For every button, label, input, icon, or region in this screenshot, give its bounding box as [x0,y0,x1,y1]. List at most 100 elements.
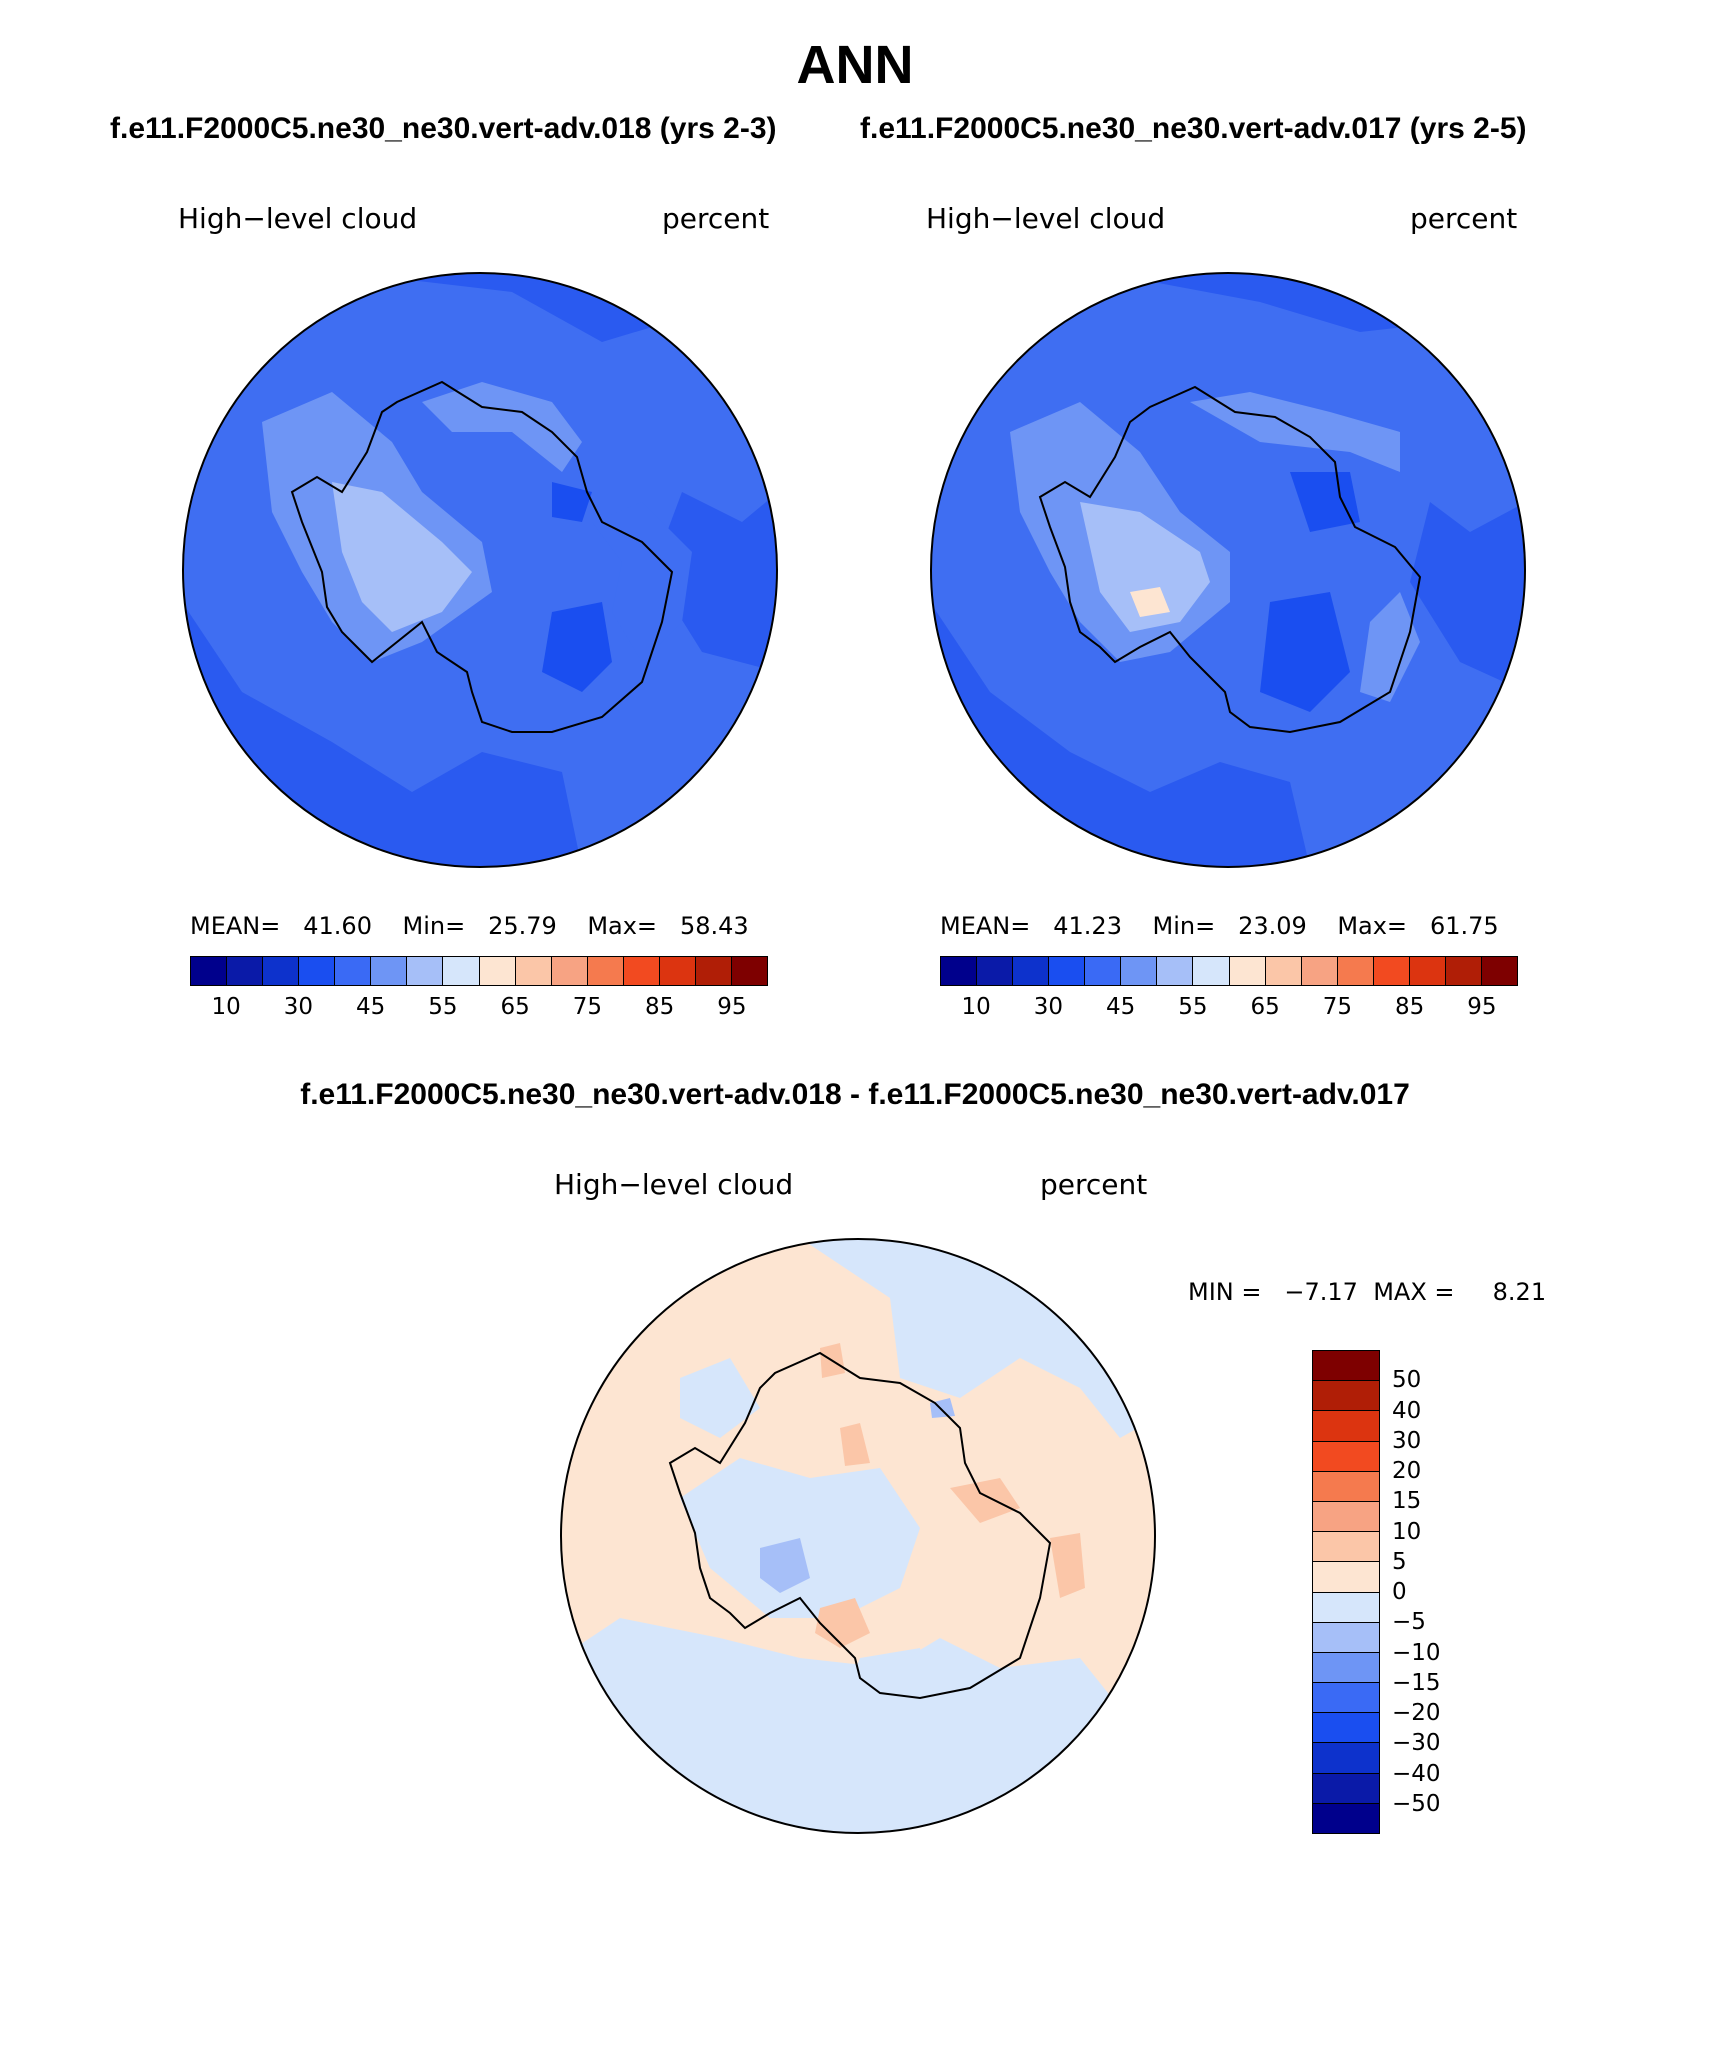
diff-contour-minus5-1 [760,1538,810,1593]
panel2-colorbar-swatch [1157,957,1194,985]
panel1-min-label: Min= [402,912,466,940]
panel2-colorbar-tick-label: 30 [1033,994,1064,1020]
diff-colorbar-swatch [1313,1683,1379,1714]
panel1-variable-label: High−level cloud [178,202,418,235]
panel2-colorbar-swatch [1121,957,1158,985]
diff-max-value: 8.21 [1492,1278,1547,1306]
panel1-colorbar-tick-label: 65 [500,994,530,1020]
panel1-colorbar-swatch [443,957,480,985]
diff-colorbar-tick-label: 40 [1392,1397,1422,1424]
diff-colorbar-tick-label: −5 [1392,1609,1426,1636]
panel2-mean-label: MEAN= [940,912,1031,940]
panel1-colorbar-swatch [227,957,264,985]
diff-contour-plus5-5 [840,1423,870,1466]
diff-stats: MIN = −7.17 MAX = 8.21 [1188,1278,1546,1306]
panel2-colorbar-swatch [1193,957,1230,985]
panel2-colorbar-swatch [1337,957,1374,985]
diff-colorbar-swatch [1313,1622,1379,1653]
panel1-colorbar-tick-label: 55 [428,994,458,1020]
panel1-contour-top [422,382,582,472]
diff-min-label: MIN = [1188,1278,1262,1306]
diff-colorbar-tick-label: 10 [1392,1518,1422,1545]
panel2-colorbar-swatch [1481,957,1517,985]
panel2-colorbar-tick-label: 65 [1250,994,1280,1020]
panel1-contour-light [332,482,472,632]
diff-colorbar-tick-label: −15 [1392,1669,1441,1696]
panel2-colorbar-tick-label: 45 [1105,994,1136,1020]
panel2-mean-value: 41.23 [1053,912,1122,940]
panel2-min-value: 23.09 [1238,912,1307,940]
diff-contour-plus5-2 [950,1478,1020,1523]
panel2-colorbar-swatch [1013,957,1050,985]
diff-colorbar-tick-label: −30 [1392,1730,1441,1757]
panel2-max-label: Max= [1337,912,1408,940]
panel2-antarctica-coastline [1038,385,1422,734]
panel2-colorbar [940,956,1518,986]
panel1-colorbar-tick-label: 95 [717,994,747,1020]
panel2-colorbar-swatch [1265,957,1302,985]
subtitle-left: f.e11.F2000C5.ne30_ne30.vert-adv.018 (yr… [110,112,777,145]
panel1-colorbar-swatch [587,957,624,985]
diff-antarctica-coastline [668,1351,1052,1700]
diff-contour-cool-south [561,1618,1155,1833]
diff-colorbar-swatch [1313,1351,1379,1382]
panel1-antarctica-coastline [290,380,674,733]
diff-map [560,1238,1156,1834]
diff-colorbar-swatch [1313,1592,1379,1623]
diff-colorbar-swatch [1313,1562,1379,1593]
panel1-max-label: Max= [587,912,658,940]
panel1-colorbar-tick-label: 30 [283,994,314,1020]
diff-colorbar-swatch [1313,1743,1379,1774]
diff-colorbar-tick-label: 50 [1392,1367,1422,1394]
panel2-min-label: Min= [1152,912,1216,940]
panel1-colorbar-swatch [695,957,732,985]
diff-colorbar-tick-label: 0 [1392,1579,1407,1605]
diff-colorbar-tick-label: −10 [1392,1639,1441,1666]
panel1-colorbar-swatch [407,957,444,985]
panel1-map-border [182,272,778,868]
panel2-colorbar-tick-label: 75 [1322,994,1353,1020]
panel2-max-value: 61.75 [1429,912,1499,940]
panel1-colorbar-tick-label: 75 [572,994,603,1020]
diff-variable-label: High−level cloud [554,1168,794,1201]
panel2-contour-warm [1130,587,1170,617]
diff-contour-cool-west [680,1358,760,1438]
panel1-colorbar-tick-label: 85 [644,994,675,1020]
diff-colorbar-tick-label: 5 [1392,1548,1407,1575]
diff-colorbar-tick-label: 20 [1392,1458,1422,1484]
panel1-colorbar-swatch [335,957,372,985]
panel1-colorbar-swatch [551,957,588,985]
panel1-max-value: 58.43 [679,912,749,940]
panel1-contour-right [592,502,692,662]
panel1-colorbar-swatch [731,957,767,985]
panel1-colorbar-swatch [623,957,660,985]
panel2-contour-dark1 [1260,592,1350,712]
panel2-colorbar-tick-label: 55 [1178,994,1208,1020]
panel2-colorbar-swatch [1085,957,1122,985]
panel2-colorbar-swatch [1301,957,1338,985]
panel2-colorbar-swatch [1445,957,1482,985]
panel1-colorbar-swatch [263,957,300,985]
panel1-mean-value: 41.60 [303,912,372,940]
diff-colorbar-swatch [1313,1532,1379,1563]
diff-colorbar-tick-label: −50 [1392,1790,1441,1817]
diff-colorbar-swatch [1313,1713,1379,1744]
panel1-units-label: percent [662,202,770,235]
diff-contour-plus5-1 [815,1598,870,1648]
panel1-colorbar-swatch [659,957,696,985]
panel1-colorbar-swatch [299,957,336,985]
panel2-colorbar-swatch [977,957,1014,985]
panel2-colorbar-tick-label: 10 [961,994,991,1020]
panel1-map [182,272,778,868]
panel2-variable-label: High−level cloud [926,202,1166,235]
panel1-contour-dark2 [552,482,592,522]
panel2-colorbar-tick-label: 95 [1467,994,1497,1020]
diff-contour-plus5-3 [1050,1533,1085,1598]
panel2-map [930,272,1526,868]
panel1-colorbar-swatch [515,957,552,985]
panel1-mean-label: MEAN= [190,912,281,940]
diff-units-label: percent [1040,1168,1148,1201]
diff-colorbar-tick-label: 30 [1392,1427,1422,1454]
panel1-colorbar-tick-label: 10 [211,994,241,1020]
diff-map-border [560,1238,1156,1834]
